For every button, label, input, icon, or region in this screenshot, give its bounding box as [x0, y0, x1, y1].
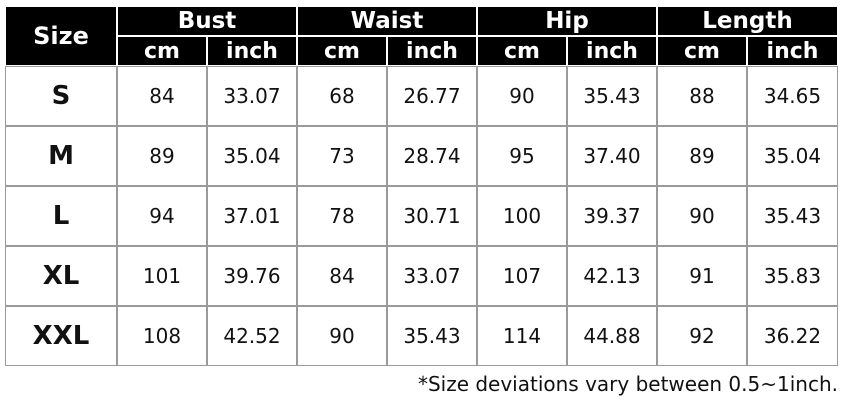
measurement: 35.04 — [747, 126, 838, 186]
measurement: 33.07 — [207, 66, 297, 126]
measurement: 78 — [297, 186, 387, 246]
measurement: 88 — [657, 66, 747, 126]
measurement: 35.43 — [567, 66, 657, 126]
measurement: 35.83 — [747, 246, 838, 306]
measurement: 39.76 — [207, 246, 297, 306]
unit-header: cm — [117, 36, 207, 66]
measurement: 42.13 — [567, 246, 657, 306]
measurement: 114 — [477, 306, 567, 366]
measurement: 108 — [117, 306, 207, 366]
measurement: 36.22 — [747, 306, 838, 366]
measurement: 68 — [297, 66, 387, 126]
measurement: 95 — [477, 126, 567, 186]
size-label: S — [5, 66, 117, 126]
measurement: 90 — [477, 66, 567, 126]
measurement: 89 — [117, 126, 207, 186]
measurement: 37.01 — [207, 186, 297, 246]
unit-header: inch — [567, 36, 657, 66]
measurement: 90 — [297, 306, 387, 366]
unit-header: cm — [657, 36, 747, 66]
measurement: 30.71 — [387, 186, 477, 246]
measurement: 107 — [477, 246, 567, 306]
measurement: 44.88 — [567, 306, 657, 366]
group-header: Bust — [117, 6, 297, 36]
size-label: XXL — [5, 306, 117, 366]
unit-header: inch — [207, 36, 297, 66]
unit-header: inch — [747, 36, 838, 66]
measurement: 84 — [117, 66, 207, 126]
measurement: 84 — [297, 246, 387, 306]
measurement: 101 — [117, 246, 207, 306]
measurement: 33.07 — [387, 246, 477, 306]
measurement: 89 — [657, 126, 747, 186]
measurement: 35.43 — [747, 186, 838, 246]
group-header: Length — [657, 6, 838, 36]
footnote: *Size deviations vary between 0.5~1inch. — [417, 372, 838, 396]
measurement: 39.37 — [567, 186, 657, 246]
measurement: 35.43 — [387, 306, 477, 366]
measurement: 73 — [297, 126, 387, 186]
measurement: 91 — [657, 246, 747, 306]
size-label: M — [5, 126, 117, 186]
measurement: 35.04 — [207, 126, 297, 186]
measurement: 42.52 — [207, 306, 297, 366]
measurement: 28.74 — [387, 126, 477, 186]
unit-header: cm — [477, 36, 567, 66]
unit-header: inch — [387, 36, 477, 66]
group-header: Waist — [297, 6, 477, 36]
unit-header: cm — [297, 36, 387, 66]
group-header: Hip — [477, 6, 657, 36]
measurement: 37.40 — [567, 126, 657, 186]
measurement: 92 — [657, 306, 747, 366]
size-label: XL — [5, 246, 117, 306]
size-label: L — [5, 186, 117, 246]
measurement: 100 — [477, 186, 567, 246]
measurement: 94 — [117, 186, 207, 246]
measurement: 90 — [657, 186, 747, 246]
measurement: 26.77 — [387, 66, 477, 126]
measurement: 34.65 — [747, 66, 838, 126]
size-header: Size — [5, 6, 117, 66]
